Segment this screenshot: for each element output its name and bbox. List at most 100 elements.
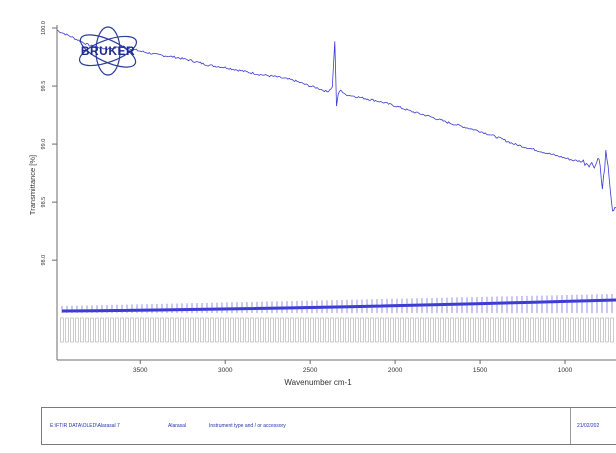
peak-label (135, 317, 139, 343)
peak-label (95, 317, 99, 343)
peak-label (495, 317, 499, 343)
peak-label-band (60, 294, 616, 343)
y-tick-label: 98.0 (41, 255, 47, 266)
peak-label (195, 317, 199, 343)
peak-label (585, 317, 589, 343)
peak-label (90, 317, 94, 343)
peak-label (110, 317, 114, 343)
peak-label (575, 317, 579, 343)
peak-label (205, 317, 209, 343)
peak-label (430, 317, 434, 343)
y-tick-label: 98.5 (41, 197, 47, 208)
peak-label (405, 317, 409, 343)
peak-label (565, 317, 569, 343)
peak-label (60, 317, 64, 343)
peak-label (350, 317, 354, 343)
peak-label (595, 317, 599, 343)
peak-label (340, 317, 344, 343)
y-tick-label: 99.0 (41, 139, 47, 150)
peak-label (465, 317, 469, 343)
peak-label (125, 317, 129, 343)
peak-label (395, 317, 399, 343)
peak-label (75, 317, 79, 343)
peak-label (145, 317, 149, 343)
peak-label (520, 317, 524, 343)
footer-field-1: Alarasal (168, 423, 187, 429)
peak-label (390, 317, 394, 343)
peak-label (230, 317, 234, 343)
peak-label (335, 317, 339, 343)
peak-label (360, 317, 364, 343)
peak-label (275, 317, 279, 343)
peak-label (255, 317, 259, 343)
peak-label (605, 317, 609, 343)
peak-label (105, 317, 109, 343)
peak-label (425, 317, 429, 343)
peak-label (610, 317, 614, 343)
peak-label (355, 317, 359, 343)
peak-band-line (61, 298, 616, 313)
peak-label (435, 317, 439, 343)
peak-label (440, 317, 444, 343)
peak-label (85, 317, 89, 343)
peak-label (460, 317, 464, 343)
peak-label (215, 317, 219, 343)
peak-label (540, 317, 544, 343)
peak-label (305, 317, 309, 343)
peak-label (560, 317, 564, 343)
peak-label (245, 317, 249, 343)
peak-label (420, 317, 424, 343)
x-tick-label: 2500 (303, 367, 318, 374)
peak-label (375, 317, 379, 343)
peak-label (240, 317, 244, 343)
peak-label (270, 317, 274, 343)
footer-path: E:\FTIR DATA\OLED\Alarasal 7 (50, 423, 120, 429)
bruker-logo-text: BRUKER (81, 44, 135, 58)
bruker-logo: BRUKER (78, 26, 138, 76)
spectrum-chart: 100.0 99.5 99.0 98.5 98.0 3500 3000 2500 2000 15… (28, 21, 616, 387)
peak-label (285, 317, 289, 343)
peak-label (120, 317, 124, 343)
peak-label (370, 317, 374, 343)
peak-label (220, 317, 224, 343)
peak-label (315, 317, 319, 343)
peak-label (80, 317, 84, 343)
peak-label (150, 317, 154, 343)
spectrum-line (56, 29, 616, 212)
peak-label (345, 317, 349, 343)
peak-label (295, 317, 299, 343)
peak-label (400, 317, 404, 343)
peak-label (175, 317, 179, 343)
peak-label (365, 317, 369, 343)
peak-label (505, 317, 509, 343)
peak-label (535, 317, 539, 343)
peak-label (115, 317, 119, 343)
peak-label (190, 317, 194, 343)
footer-separator (570, 408, 571, 444)
peak-label (330, 317, 334, 343)
peak-label (545, 317, 549, 343)
peak-label (600, 317, 604, 343)
peak-label (155, 317, 159, 343)
peak-label (320, 317, 324, 343)
peak-label (65, 317, 69, 343)
peak-label (170, 317, 174, 343)
x-ticks: 3500 3000 2500 2000 1500 1000 (133, 360, 573, 374)
peak-label (235, 317, 239, 343)
peak-label (470, 317, 474, 343)
peak-label (500, 317, 504, 343)
peak-label (160, 317, 164, 343)
peak-label (530, 317, 534, 343)
peak-label (250, 317, 254, 343)
peak-label (130, 317, 134, 343)
peak-label (480, 317, 484, 343)
x-tick-label: 2000 (388, 367, 403, 374)
peak-label (580, 317, 584, 343)
peak-label (210, 317, 214, 343)
peak-label (410, 317, 414, 343)
peak-label (445, 317, 449, 343)
y-tick-label: 99.5 (41, 81, 47, 92)
peak-label (415, 317, 419, 343)
x-tick-label: 1000 (558, 367, 573, 374)
peak-label (260, 317, 264, 343)
